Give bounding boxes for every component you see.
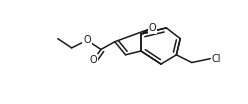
Text: O: O: [90, 55, 97, 65]
Text: O: O: [83, 35, 91, 45]
Text: Cl: Cl: [212, 54, 221, 64]
Text: O: O: [149, 23, 156, 33]
